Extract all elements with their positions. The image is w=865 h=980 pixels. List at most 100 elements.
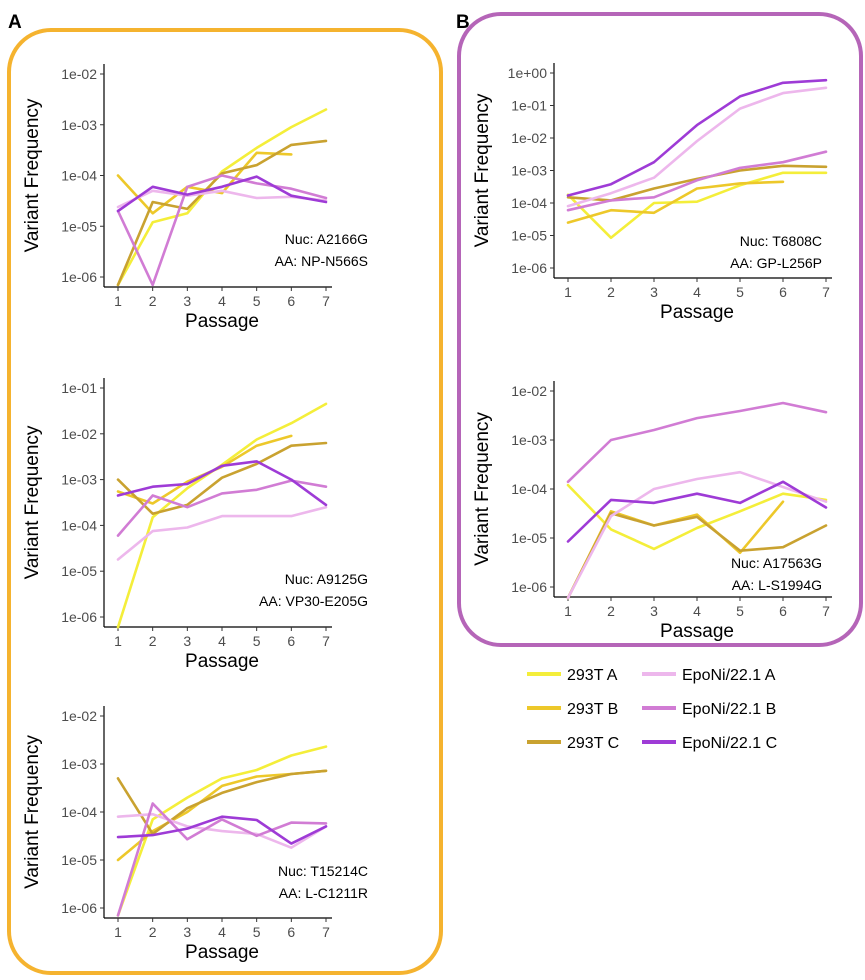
series-line-293t-c (116, 441, 328, 516)
x-tick-label: 3 (183, 293, 191, 309)
x-tick-label: 1 (564, 284, 572, 300)
y-tick-label: 1e-05 (511, 228, 547, 244)
y-tick-label: 1e-06 (511, 260, 547, 276)
y-tick-label: 1e-04 (61, 168, 97, 184)
chart-4: 1e-06 1e-05 1e-04 1e-03 1e-02 1e-01 1e+00 1 2 3 4 5… (472, 63, 832, 323)
y-tick-label: 1e-05 (511, 530, 547, 546)
annotation-aa: AA: NP-N566S (275, 253, 368, 269)
legend-label-eponi-b: EpoNi/22.1 B (682, 701, 776, 718)
x-tick-label: 6 (287, 293, 295, 309)
y-tick-label: 1e-05 (61, 852, 97, 868)
x-tick-label: 1 (114, 293, 122, 309)
y-tick-label: 1e-05 (61, 563, 97, 579)
legend-label-293t-b: 293T B (567, 701, 618, 718)
legend-label-293t-c: 293T C (567, 735, 619, 752)
x-tick-label: 1 (114, 633, 122, 649)
y-tick-label: 1e-02 (61, 426, 97, 442)
y-tick-label: 1e-04 (511, 195, 547, 211)
series-line-eponi-22-1-c (566, 480, 828, 543)
annotation-aa: AA: GP-L256P (730, 255, 822, 271)
y-tick-label: 1e-03 (61, 472, 97, 488)
y-tick-label: 1e+00 (508, 65, 548, 81)
x-tick-label: 5 (253, 924, 261, 940)
series-line-eponi-22-1-a (116, 812, 328, 850)
x-tick-label: 4 (218, 633, 226, 649)
annotation-nuc: Nuc: A9125G (285, 571, 368, 587)
y-tick-label: 1e-03 (61, 756, 97, 772)
legend-label-eponi-c: EpoNi/22.1 C (682, 735, 777, 752)
series-line-eponi-22-1-b (116, 174, 328, 287)
panel-a-letter: A (8, 12, 22, 33)
series-line-293t-b (116, 151, 293, 215)
y-axis-title: Variant Frequency (472, 93, 493, 247)
y-tick-label: 1e-02 (511, 383, 547, 399)
x-tick-label: 4 (218, 293, 226, 309)
y-axis-title: Variant Frequency (22, 735, 43, 889)
y-axis-title: Variant Frequency (22, 425, 43, 579)
x-tick-label: 2 (607, 284, 615, 300)
y-tick-label: 1e-03 (511, 163, 547, 179)
x-tick-label: 7 (322, 924, 330, 940)
series-line-eponi-22-1-a (116, 505, 328, 561)
series-line-eponi-22-1-c (116, 815, 328, 845)
y-tick-label: 1e-04 (61, 804, 97, 820)
series-line-293t-c (566, 511, 828, 600)
y-tick-label: 1e-01 (511, 98, 547, 114)
panel-b-frame (457, 12, 863, 647)
annotation-nuc: Nuc: A2166G (285, 231, 368, 247)
y-tick-label: 1e-01 (61, 380, 97, 396)
x-tick-label: 3 (650, 284, 658, 300)
chart-5: 1e-06 1e-05 1e-04 1e-03 1e-02 1 2 3 4 5 6 7 Passage V… (472, 381, 832, 642)
y-tick-label: 1e-06 (61, 609, 97, 625)
x-tick-label: 1 (564, 603, 572, 619)
legend: 293T A 293T B 293T C EpoNi/22.1 A EpoNi/… (527, 667, 777, 752)
annotation-nuc: Nuc: A17563G (731, 555, 822, 571)
x-tick-label: 2 (607, 603, 615, 619)
y-tick-label: 1e-06 (511, 579, 547, 595)
y-tick-label: 1e-02 (61, 708, 97, 724)
series-line-eponi-22-1-b (116, 802, 328, 917)
y-tick-label: 1e-05 (61, 218, 97, 234)
x-axis-title: Passage (185, 942, 259, 963)
annotation-nuc: Nuc: T15214C (278, 863, 368, 879)
x-tick-label: 2 (149, 293, 157, 309)
chart-3: 1e-06 1e-05 1e-04 1e-03 1e-02 1 2 3 4 5 6 7 Passage V… (22, 706, 368, 963)
series-line-eponi-22-1-c (566, 78, 828, 197)
series-line-eponi-22-1-c (116, 175, 328, 213)
x-tick-label: 3 (183, 633, 191, 649)
y-axis-title: Variant Frequency (22, 98, 43, 252)
y-tick-label: 1e-02 (511, 130, 547, 146)
x-tick-label: 5 (736, 603, 744, 619)
series-line-293t-a (116, 745, 328, 917)
annotation-nuc: Nuc: T6808C (740, 233, 822, 249)
x-tick-label: 6 (779, 603, 787, 619)
x-tick-label: 7 (822, 284, 830, 300)
x-tick-label: 7 (822, 603, 830, 619)
x-axis-title: Passage (660, 302, 734, 323)
series-line-eponi-22-1-c (116, 460, 328, 507)
x-tick-label: 3 (650, 603, 658, 619)
series-line-eponi-22-1-a (566, 86, 828, 208)
y-tick-label: 1e-04 (61, 517, 97, 533)
y-axis-title: Variant Frequency (472, 412, 493, 566)
series-line-293t-b (566, 180, 785, 224)
x-axis-title: Passage (185, 651, 259, 672)
y-tick-label: 1e-03 (511, 432, 547, 448)
x-axis-title: Passage (185, 311, 259, 332)
y-tick-label: 1e-03 (61, 117, 97, 133)
x-tick-label: 5 (253, 633, 261, 649)
x-tick-label: 2 (149, 924, 157, 940)
x-axis-title: Passage (660, 621, 734, 642)
x-tick-label: 5 (736, 284, 744, 300)
y-tick-label: 1e-04 (511, 481, 547, 497)
x-tick-label: 7 (322, 633, 330, 649)
x-tick-label: 2 (149, 633, 157, 649)
series-line-eponi-22-1-a (566, 470, 828, 600)
annotation-aa: AA: VP30-E205G (259, 593, 368, 609)
x-tick-label: 6 (287, 633, 295, 649)
x-tick-label: 1 (114, 924, 122, 940)
x-tick-label: 7 (322, 293, 330, 309)
y-tick-label: 1e-06 (61, 269, 97, 285)
annotation-aa: AA: L-S1994G (732, 577, 822, 593)
